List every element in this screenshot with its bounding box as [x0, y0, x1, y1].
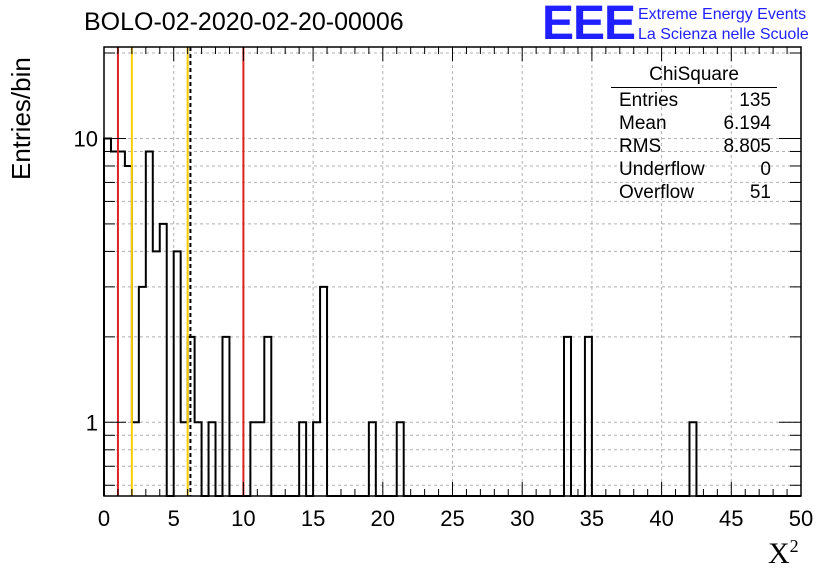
histogram-bar [118, 151, 125, 496]
stats-row-rms: RMS 8.805 [619, 136, 771, 157]
x-tick-label: 15 [301, 506, 325, 531]
histogram-bar [264, 337, 271, 496]
stats-row-mean: Mean 6.194 [619, 113, 771, 134]
y-tick-label: 1 [86, 410, 98, 435]
x-tick-label: 25 [440, 506, 464, 531]
y-tick-label: 10 [74, 126, 98, 151]
histogram-bar [320, 287, 327, 496]
histogram-bar [111, 151, 118, 496]
x-tick-label: 50 [789, 506, 813, 531]
histogram-bar [222, 337, 229, 496]
chart-title: BOLO-02-2020-02-20-00006 [84, 8, 404, 36]
logo-line-2: La Scienza nelle Scuole [638, 26, 809, 43]
stats-row-overflow: Overflow 51 [619, 182, 771, 203]
y-axis-label: Entries/bin [6, 57, 36, 180]
histogram-bar [146, 151, 153, 496]
x-tick-label: 30 [510, 506, 534, 531]
x-axis-label: X2 [768, 536, 799, 570]
histogram-bar [564, 337, 571, 496]
histogram-bar [174, 251, 181, 496]
stats-row-underflow: Underflow 0 [619, 159, 771, 180]
logo-line-1: Extreme Energy Events [638, 6, 807, 23]
eee-logo: EEE [542, 0, 636, 50]
x-tick-label: 35 [580, 506, 604, 531]
stats-title: ChiSquare [611, 64, 777, 88]
stats-box: ChiSquare Entries 135 Mean 6.194 RMS 8.805 … [611, 64, 777, 205]
histogram-bar [104, 138, 111, 496]
histogram-bar [125, 166, 132, 496]
x-tick-label: 20 [371, 506, 395, 531]
histogram-bar [160, 224, 167, 496]
x-tick-label: 10 [231, 506, 255, 531]
histogram-bar [139, 287, 146, 496]
stats-row-entries: Entries 135 [619, 90, 771, 111]
x-tick-label: 40 [649, 506, 673, 531]
x-tick-label: 45 [719, 506, 743, 531]
histogram-bar [188, 337, 195, 496]
histogram-bar [585, 337, 592, 496]
histogram-bar [153, 251, 160, 496]
x-tick-label: 0 [98, 506, 110, 531]
x-tick-label: 5 [168, 506, 180, 531]
